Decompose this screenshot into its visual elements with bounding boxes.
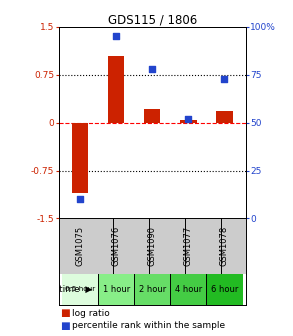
Bar [98, 274, 134, 305]
Text: log ratio: log ratio [72, 309, 110, 318]
Text: 6 hour: 6 hour [211, 285, 238, 294]
Bar [180, 120, 197, 123]
Bar [171, 274, 207, 305]
Text: GSM1075: GSM1075 [76, 226, 85, 266]
Text: GSM1078: GSM1078 [220, 226, 229, 266]
Point [78, 197, 83, 202]
Bar [144, 109, 161, 123]
Text: percentile rank within the sample: percentile rank within the sample [72, 322, 225, 330]
Bar [216, 111, 233, 123]
Text: 0.5 hour: 0.5 hour [65, 286, 95, 292]
Text: ■: ■ [60, 308, 70, 318]
Point [150, 66, 155, 72]
Bar [62, 274, 98, 305]
Text: GSM1076: GSM1076 [112, 226, 121, 266]
Text: time  ▶: time ▶ [59, 285, 93, 294]
Text: ■: ■ [60, 321, 70, 331]
Bar [72, 123, 88, 193]
Bar [207, 274, 243, 305]
Text: 4 hour: 4 hour [175, 285, 202, 294]
Point [114, 34, 119, 39]
Point [186, 116, 191, 122]
Text: 1 hour: 1 hour [103, 285, 130, 294]
Bar [134, 274, 171, 305]
Title: GDS115 / 1806: GDS115 / 1806 [108, 14, 197, 27]
Text: 2 hour: 2 hour [139, 285, 166, 294]
Text: GSM1077: GSM1077 [184, 226, 193, 266]
Point [222, 76, 227, 81]
Bar [108, 56, 125, 123]
Text: GSM1090: GSM1090 [148, 226, 157, 266]
